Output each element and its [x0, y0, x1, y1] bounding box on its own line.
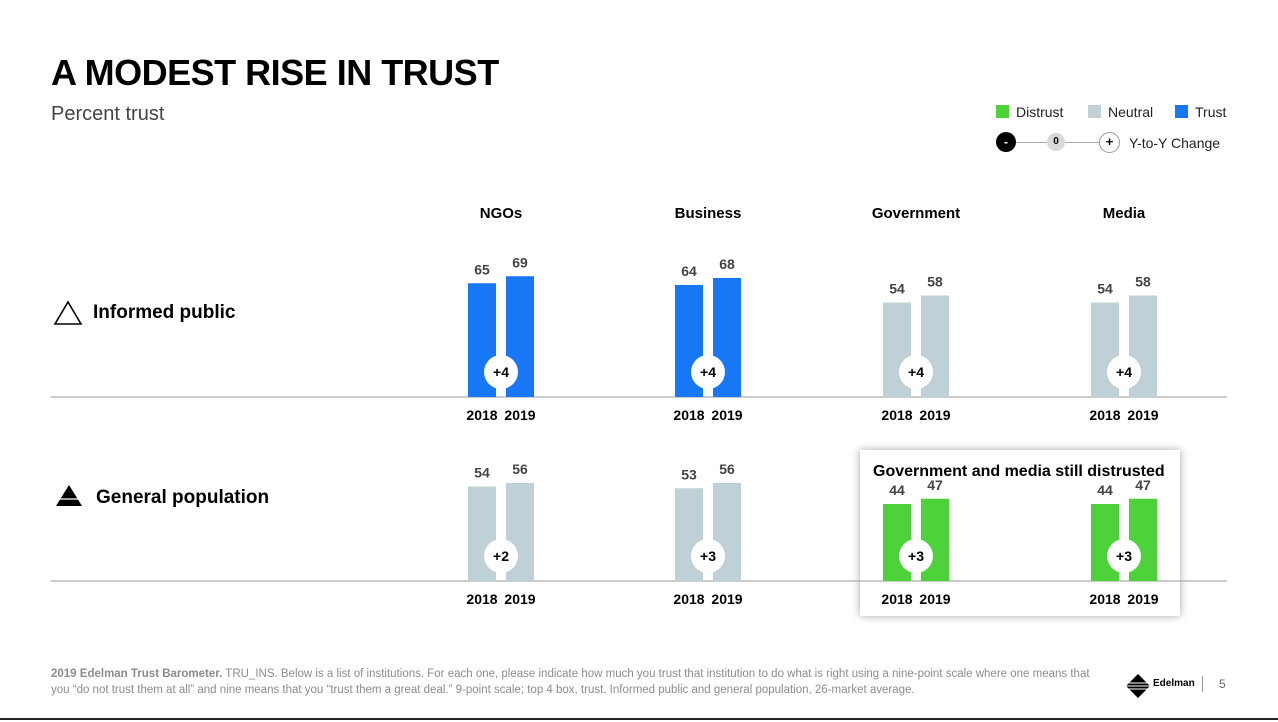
year-tick-label: 2018 — [881, 407, 912, 423]
year-tick-label: 2019 — [1127, 591, 1158, 607]
year-tick-label: 2019 — [504, 407, 535, 423]
year-tick-label: 2018 — [466, 591, 497, 607]
legend-swatch-neutral — [1088, 105, 1101, 118]
change-zero-dot: 0 — [1047, 133, 1065, 151]
footnote: 2019 Edelman Trust Barometer. TRU_INS. B… — [51, 666, 1091, 698]
year-tick-label: 2018 — [881, 591, 912, 607]
data-label: 56 — [719, 461, 735, 477]
change-legend: - 0 + Y-to-Y Change — [996, 132, 1236, 154]
footnote-bold: 2019 Edelman Trust Barometer. — [51, 668, 223, 680]
change-label: +3 — [1116, 548, 1132, 564]
row-label-informed: Informed public — [93, 302, 236, 323]
legend-label-distrust: Distrust — [1016, 104, 1064, 120]
change-label: +4 — [700, 364, 716, 380]
edelman-logo-icon — [1126, 674, 1150, 698]
legend-item-trust: Trust — [1175, 104, 1226, 120]
change-legend-label: Y-to-Y Change — [1129, 135, 1221, 151]
change-plus-dot: + — [1099, 132, 1120, 153]
change-badge — [899, 539, 933, 573]
data-label: 64 — [681, 263, 697, 279]
year-tick-label: 2019 — [711, 407, 742, 423]
data-label: 65 — [474, 261, 490, 277]
data-label: 58 — [1135, 274, 1151, 290]
callout-box — [860, 450, 1180, 616]
change-badge — [484, 539, 518, 573]
change-badge — [1107, 539, 1141, 573]
institution-header: Government — [872, 205, 960, 222]
legend-label-trust: Trust — [1195, 104, 1227, 120]
brand-name: Edelman — [1153, 678, 1195, 689]
data-label: 69 — [512, 254, 528, 270]
page-number: 5 — [1219, 677, 1226, 691]
trust-chart: NGOs Business Government Media 65 2018 69 2019 +… — [51, 205, 1227, 607]
change-badge — [691, 539, 725, 573]
data-label: 68 — [719, 256, 735, 272]
legend-item-distrust: Distrust — [996, 104, 1063, 120]
callout-title: Government and media still distrusted — [873, 463, 1165, 480]
year-tick-label: 2018 — [673, 407, 704, 423]
institution-header: NGOs — [480, 205, 523, 222]
institution-header: Media — [1103, 205, 1146, 222]
page-subtitle: Percent trust — [51, 103, 165, 125]
change-badge — [691, 355, 725, 389]
change-label: +4 — [908, 364, 924, 380]
year-tick-label: 2019 — [1127, 407, 1158, 423]
year-tick-label: 2019 — [919, 591, 950, 607]
footer-divider — [1202, 676, 1203, 692]
legend-swatch-distrust — [996, 105, 1009, 118]
data-label: 58 — [927, 274, 943, 290]
general-population-icon — [56, 485, 82, 506]
footnote-text: TRU_INS. Below is a list of institutions… — [51, 668, 1090, 696]
institution-header: Business — [675, 205, 742, 222]
data-label: 44 — [889, 482, 905, 498]
change-label: +3 — [908, 548, 924, 564]
legend-item-neutral: Neutral — [1088, 104, 1153, 120]
year-tick-label: 2018 — [1089, 591, 1120, 607]
change-label: +4 — [493, 364, 509, 380]
change-badge — [1107, 355, 1141, 389]
data-label: 44 — [1097, 482, 1113, 498]
data-label: 56 — [512, 461, 528, 477]
data-label: 53 — [681, 466, 697, 482]
change-minus-dot: - — [996, 132, 1016, 152]
legend-swatch-trust — [1175, 105, 1188, 118]
year-tick-label: 2019 — [504, 591, 535, 607]
data-label: 54 — [1097, 281, 1113, 297]
change-badge — [899, 355, 933, 389]
legend-label-neutral: Neutral — [1108, 104, 1154, 120]
row-label-general: General population — [96, 487, 270, 508]
informed-public-icon — [53, 300, 83, 325]
data-label: 54 — [474, 465, 490, 481]
change-label: +3 — [700, 548, 716, 564]
year-tick-label: 2018 — [1089, 407, 1120, 423]
year-tick-label: 2019 — [919, 407, 950, 423]
page-title: A MODEST RISE IN TRUST — [51, 52, 499, 93]
year-tick-label: 2018 — [466, 407, 497, 423]
change-label: +2 — [493, 548, 509, 564]
data-label: 47 — [1135, 477, 1151, 493]
change-badge — [484, 355, 518, 389]
year-tick-label: 2018 — [673, 591, 704, 607]
bottom-rule — [0, 718, 1278, 720]
change-label: +4 — [1116, 364, 1132, 380]
data-label: 54 — [889, 281, 905, 297]
year-tick-label: 2019 — [711, 591, 742, 607]
data-label: 47 — [927, 477, 943, 493]
